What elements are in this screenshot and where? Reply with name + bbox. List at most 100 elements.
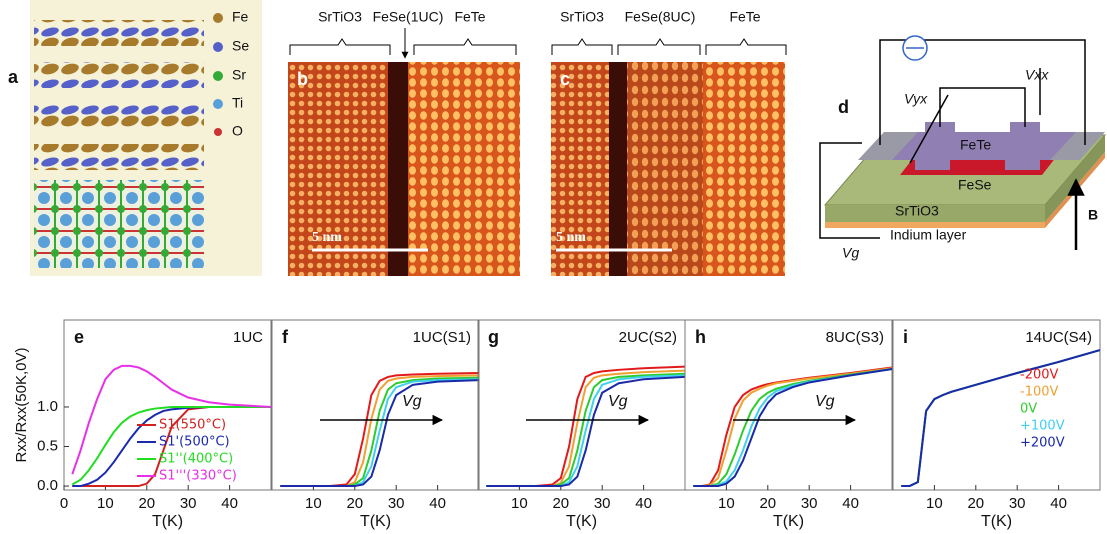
field-label: B [1088,207,1098,223]
x-tick-label: 10 [926,495,943,512]
x-tick-label: 40 [842,495,859,512]
region-label: FeTe [729,9,760,25]
x-tick-label: 40 [221,495,238,512]
data-line [693,367,893,488]
panel-b: SrTiO3 FeSe(1UC) FeTe b 5 nm [288,9,520,276]
data-line [72,405,271,488]
gate-wire [819,142,880,239]
stm-fete [703,62,785,276]
layer-label: FeSe [958,177,992,193]
legend-label: O [232,123,243,139]
x-tick-label: 30 [594,495,611,512]
panel-label: a [8,67,19,87]
legend-marker [213,99,223,109]
x-axis-label: T(K) [152,513,183,530]
data-line [901,349,1101,488]
y-axis-label: Rxx/Rxx(50K,0V) [13,347,30,462]
panel-annotation: 2UC(S2) [619,329,677,346]
x-tick-label: 20 [346,495,363,512]
x-tick-label: 20 [138,495,155,512]
x-tick-label: 40 [429,495,446,512]
region-label: SrTiO3 [560,9,604,25]
legend-entry: +100V [1020,419,1065,434]
data-line [71,405,271,486]
legend-entry: 0V [1020,402,1037,417]
sto-lattice [34,180,204,268]
panel-label: i [903,327,908,347]
data-line [901,349,1101,488]
stm-fese [609,62,627,276]
panel-d: d Vyx Vxx FeTe FeSe SrTiO3 Indium layer … [819,35,1107,261]
panel-annotation: 1UC [233,329,263,346]
plot-frame [271,319,480,491]
layer-label: Indium layer [890,227,967,243]
panel-label: f [282,327,289,347]
arrow-label: Vg [815,393,835,410]
legend-marker [213,42,223,52]
data-line [486,374,686,488]
fese-layer [34,104,204,130]
legend-label: Se [232,38,249,54]
region-label: SrTiO3 [318,9,362,25]
voltage-label: Vyx [904,91,928,107]
wires [879,39,1086,164]
panel-label: c [560,69,570,89]
region-label: FeTe [454,9,485,25]
legend-marker [213,71,223,81]
panel-label: b [297,69,308,89]
y-tick-label: 0.0 [37,477,58,494]
panel-label: g [488,327,499,347]
stm-sto [288,62,388,276]
x-tick-label: 10 [718,495,735,512]
data-line [901,349,1101,488]
data-line [280,378,480,488]
stm-fese [388,62,408,276]
x-tick-label: 30 [388,495,405,512]
legend-entry: S1(550°C) [159,418,226,433]
legend-entry: S1''(400°C) [159,452,233,467]
x-tick-label: 30 [1009,495,1026,512]
data-line [486,365,686,488]
x-axis-label: T(K) [773,513,804,530]
contact-pad [1050,132,1105,160]
legend-entry: +200V [1020,436,1065,451]
legend-label: Ti [232,95,243,111]
data-line [486,375,686,488]
x-tick-label: 30 [180,495,197,512]
panel-annotation: 14UC(S4) [1025,329,1092,346]
y-tick-label: 0.5 [37,437,58,454]
arrow-label: Vg [608,393,628,410]
panel-c: SrTiO3 FeSe(8UC) FeTe c 5 nm [551,9,787,276]
stm-fete [408,62,520,276]
voltage-label: Vg [842,245,859,261]
scale-label: 5 nm [556,230,586,245]
fete-hall-bar [880,122,1085,170]
scale-label: 5 nm [312,230,342,245]
panel-annotation: 1UC(S1) [413,329,471,346]
legend-marker [213,13,223,23]
x-tick-label: 10 [97,495,114,512]
legend-entry: -100V [1020,385,1059,400]
indium-layer [825,222,1045,228]
x-tick-label: 40 [635,495,652,512]
legend-entry: -200V [1020,368,1059,383]
substrate-front [825,205,1045,222]
plot-frame [63,319,272,491]
region-label: FeSe(8UC) [625,9,696,25]
layer-label: SrTiO3 [895,203,939,219]
legend-label: Fe [232,9,249,25]
x-tick-label: 0 [60,495,68,512]
region-label: FeSe(1UC) [373,9,444,25]
data-line [71,364,272,475]
panel-label: h [695,327,706,347]
data-line [280,379,480,488]
x-axis-label: T(K) [981,513,1012,530]
x-tick-label: 10 [305,495,322,512]
data-line [693,368,893,488]
x-tick-label: 30 [801,495,818,512]
x-tick-label: 20 [759,495,776,512]
panel-a: Fe Se Sr Ti O a [8,0,262,276]
arrow-label: Vg [402,393,422,410]
x-tick-label: 10 [511,495,528,512]
x-tick-label: 40 [1050,495,1067,512]
